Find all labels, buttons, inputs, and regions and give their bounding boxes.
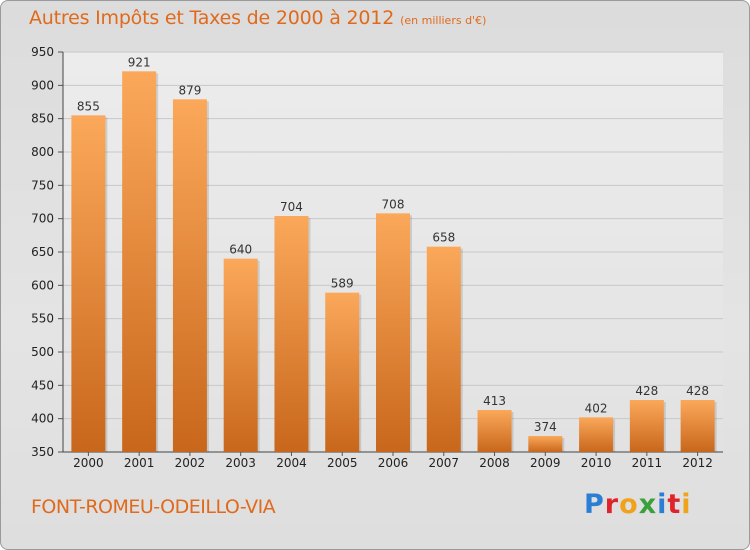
x-tick-label: 2006 bbox=[378, 456, 409, 470]
y-tick-label: 550 bbox=[31, 312, 54, 326]
logo-letter: r bbox=[604, 489, 620, 520]
bar bbox=[376, 213, 410, 452]
x-tick-label: 2004 bbox=[276, 456, 307, 470]
x-tick-label: 2000 bbox=[73, 456, 104, 470]
x-tick-label: 2008 bbox=[479, 456, 510, 470]
logo-letter: i bbox=[657, 489, 668, 520]
y-tick-label: 700 bbox=[31, 212, 54, 226]
logo-letter: x bbox=[638, 489, 658, 520]
x-tick-label: 2002 bbox=[175, 456, 206, 470]
x-tick-label: 2007 bbox=[428, 456, 459, 470]
bar bbox=[122, 71, 157, 452]
y-tick-label: 800 bbox=[31, 145, 54, 159]
bar-value-label: 658 bbox=[432, 231, 455, 245]
bar bbox=[680, 400, 715, 452]
bar bbox=[223, 258, 258, 452]
logo-letter: i bbox=[681, 489, 692, 520]
bar-value-label: 879 bbox=[178, 83, 201, 97]
bar-value-label: 589 bbox=[331, 277, 354, 291]
x-tick-label: 2010 bbox=[581, 456, 612, 470]
chart-unit: (en milliers d'€) bbox=[400, 14, 487, 27]
bar bbox=[274, 216, 309, 452]
bar-value-label: 413 bbox=[483, 394, 506, 408]
logo-letter: t bbox=[667, 489, 682, 520]
y-tick-label: 950 bbox=[31, 45, 54, 59]
commune-name: FONT-ROMEU-ODEILLO-VIA bbox=[31, 496, 276, 518]
bar bbox=[426, 246, 461, 452]
y-tick-label: 850 bbox=[31, 112, 54, 126]
y-tick-label: 750 bbox=[31, 178, 54, 192]
y-tick-label: 500 bbox=[31, 345, 54, 359]
bar-value-label: 704 bbox=[280, 200, 303, 214]
bar-value-label: 428 bbox=[635, 384, 658, 398]
bar bbox=[477, 410, 512, 452]
y-tick-label: 400 bbox=[31, 412, 54, 426]
logo-letter: o bbox=[619, 489, 639, 520]
x-tick-label: 2001 bbox=[124, 456, 155, 470]
bar-value-label: 921 bbox=[128, 55, 151, 69]
bar bbox=[325, 292, 360, 452]
x-tick-label: 2012 bbox=[682, 456, 713, 470]
y-tick-label: 600 bbox=[31, 278, 54, 292]
x-tick-label: 2009 bbox=[530, 456, 561, 470]
bar-value-label: 428 bbox=[686, 384, 709, 398]
bar bbox=[172, 99, 207, 452]
bar-value-label: 640 bbox=[229, 243, 252, 257]
y-tick-label: 450 bbox=[31, 378, 54, 392]
bar-value-label: 708 bbox=[382, 197, 405, 211]
bar bbox=[71, 115, 106, 452]
bar bbox=[528, 436, 563, 452]
bar-value-label: 855 bbox=[77, 99, 100, 113]
chart-title: Autres Impôts et Taxes de 2000 à 2012 (en… bbox=[29, 7, 486, 29]
chart-title-text: Autres Impôts et Taxes de 2000 à 2012 bbox=[29, 7, 395, 29]
y-tick-label: 350 bbox=[31, 445, 54, 459]
bar-value-label: 374 bbox=[534, 420, 557, 434]
y-tick-label: 900 bbox=[31, 78, 54, 92]
logo-letter: P bbox=[584, 489, 605, 520]
x-tick-label: 2005 bbox=[327, 456, 358, 470]
y-tick-label: 650 bbox=[31, 245, 54, 259]
x-tick-label: 2011 bbox=[632, 456, 663, 470]
bar bbox=[579, 417, 614, 452]
bar-value-label: 402 bbox=[585, 401, 608, 415]
proxiti-logo: Proxiti bbox=[584, 489, 692, 520]
bar bbox=[629, 400, 664, 452]
x-tick-label: 2003 bbox=[225, 456, 256, 470]
